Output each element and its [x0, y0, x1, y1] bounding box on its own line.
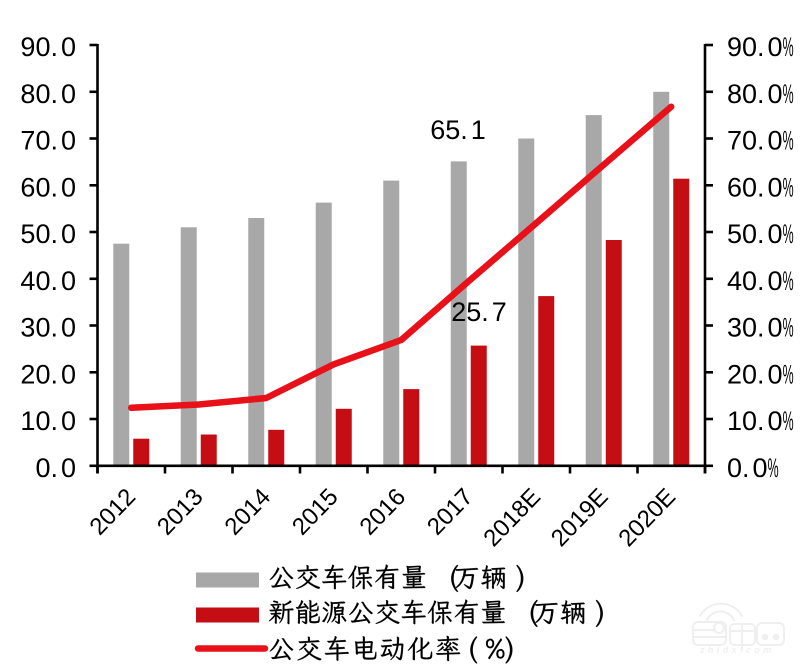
svg-text:80.0%: 80. 0%: [727, 79, 794, 109]
svg-text:0.0: 0. 0: [35, 453, 76, 483]
svg-text:zhidx.com: zhidx.com: [699, 645, 775, 655]
svg-text:50.0%: 50. 0%: [727, 219, 794, 249]
svg-text:2012: 2012: [85, 483, 142, 540]
svg-text:90.0: 90. 0: [20, 32, 76, 62]
svg-text:2015: 2015: [287, 483, 344, 540]
svg-text:2013: 2013: [152, 483, 209, 540]
svg-text:10.0: 10. 0: [20, 406, 76, 436]
svg-text:2014: 2014: [220, 483, 277, 540]
svg-text:2017: 2017: [422, 483, 479, 540]
svg-text:30.0: 30. 0: [20, 313, 76, 343]
svg-text:20.0%: 20. 0%: [727, 359, 794, 389]
svg-text:10.0%: 10. 0%: [727, 406, 794, 436]
svg-text:2018E: 2018E: [478, 483, 546, 552]
svg-text:50.0: 50. 0: [20, 219, 76, 249]
svg-text:60.0: 60. 0: [20, 172, 76, 202]
svg-text:90.0%: 90. 0%: [727, 32, 794, 62]
svg-text:70.0: 70. 0: [20, 126, 76, 156]
svg-text:40.0%: 40. 0%: [727, 266, 794, 296]
svg-text:60.0%: 60. 0%: [727, 172, 794, 202]
svg-text:2016: 2016: [355, 483, 412, 540]
svg-text:65.1: 65. 1: [430, 115, 486, 145]
svg-text:70.0%: 70. 0%: [727, 126, 794, 156]
svg-text:30.0%: 30. 0%: [727, 313, 794, 343]
svg-text:20.0: 20. 0: [20, 359, 76, 389]
svg-text:2020E: 2020E: [613, 483, 681, 552]
svg-text:2019E: 2019E: [546, 483, 614, 552]
svg-text:40.0: 40. 0: [20, 266, 76, 296]
svg-text:25.7: 25. 7: [451, 297, 507, 327]
svg-text:80.0: 80. 0: [20, 79, 76, 109]
svg-text:0.0%: 0. 0%: [727, 453, 779, 483]
